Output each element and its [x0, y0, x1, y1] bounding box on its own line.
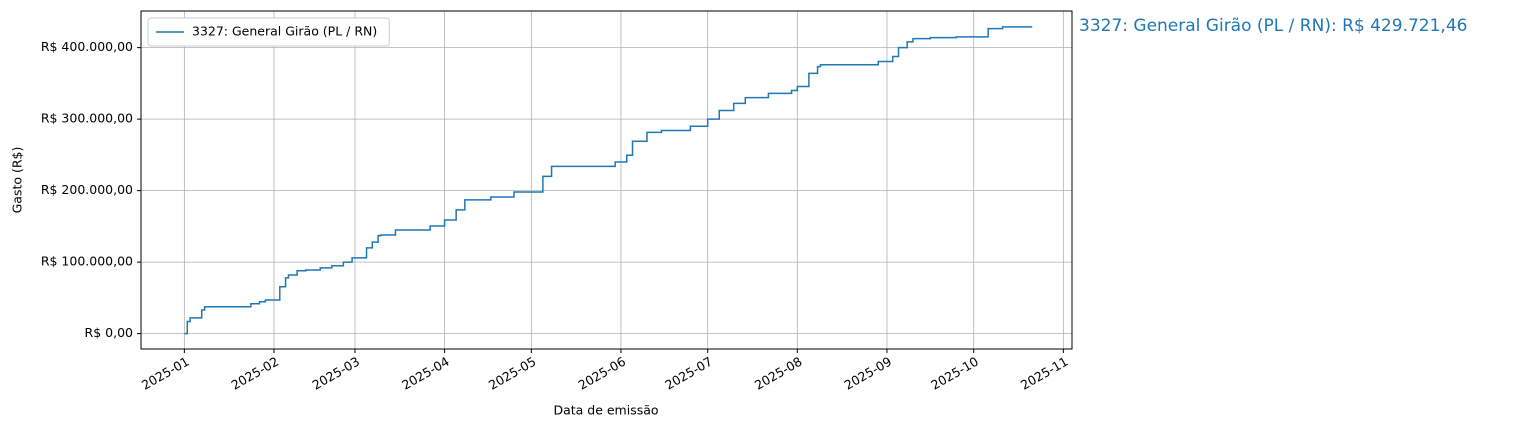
y-tick-label: R$ 300.000,00: [41, 111, 133, 126]
data-line: [184, 26, 1033, 335]
annotation: 3327: General Girão (PL / RN): R$ 429.72…: [1079, 16, 1467, 36]
x-tick-label: 2025-11: [1018, 354, 1071, 393]
x-tick-label: 2025-09: [841, 354, 894, 393]
x-tick-label: 2025-02: [229, 354, 282, 393]
y-tick-label: R$ 0,00: [85, 325, 133, 340]
x-tick-label: 2025-01: [139, 354, 192, 393]
plot-frame: [140, 10, 1073, 350]
x-tick-label: 2025-07: [662, 354, 715, 393]
x-tick-label: 2025-10: [928, 354, 981, 393]
x-tick-label: 2025-08: [752, 354, 805, 393]
x-tick-label: 2025-06: [575, 354, 628, 393]
y-tick-label: R$ 100.000,00: [41, 254, 133, 269]
x-tick-label: 2025-04: [399, 354, 452, 393]
y-axis-label: Gasto (R$): [10, 147, 25, 214]
x-axis-label: Data de emissão: [553, 403, 658, 418]
y-tick-label: R$ 200.000,00: [41, 182, 133, 197]
x-tick-label: 2025-05: [486, 354, 539, 393]
y-tick-label: R$ 400.000,00: [41, 39, 133, 54]
legend-box: [147, 17, 390, 47]
legend-label: 3327: General Girão (PL / RN): [192, 24, 377, 39]
x-tick-label: 2025-03: [309, 354, 362, 393]
